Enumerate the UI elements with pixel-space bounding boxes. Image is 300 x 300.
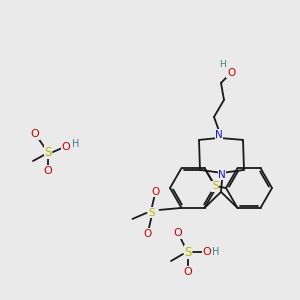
Text: O: O (143, 229, 152, 239)
Text: H: H (212, 247, 220, 257)
Text: H: H (220, 60, 226, 69)
Text: O: O (44, 166, 52, 176)
Text: O: O (184, 267, 192, 277)
Text: S: S (148, 208, 155, 218)
Text: O: O (152, 187, 160, 197)
Text: O: O (202, 247, 211, 257)
Text: S: S (44, 146, 52, 158)
Text: H: H (72, 139, 80, 149)
Text: S: S (212, 181, 219, 191)
Text: N: N (218, 170, 226, 180)
Text: S: S (184, 245, 192, 259)
Text: O: O (31, 129, 39, 139)
Text: O: O (174, 228, 182, 238)
Text: O: O (61, 142, 70, 152)
Text: O: O (227, 68, 235, 78)
Text: N: N (215, 130, 223, 140)
